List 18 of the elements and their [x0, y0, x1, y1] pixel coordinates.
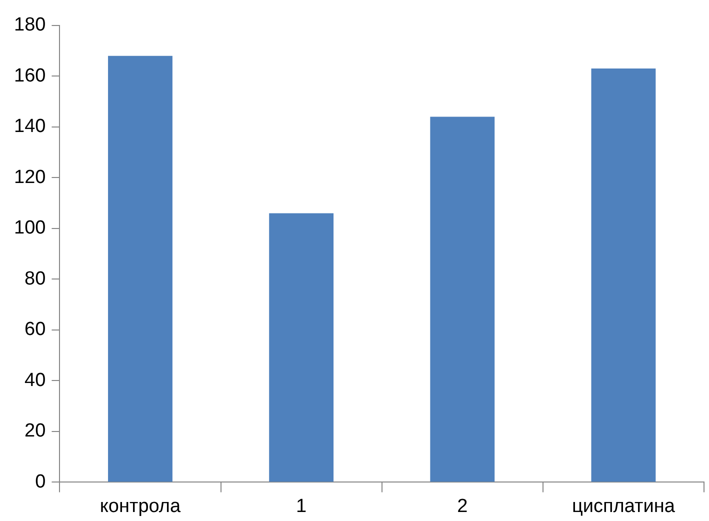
y-tick-label: 80 — [24, 268, 46, 290]
y-tick-label: 60 — [24, 319, 46, 340]
y-tick-label: 180 — [14, 14, 46, 36]
x-tick-label: контрола — [100, 496, 181, 517]
bar — [430, 116, 495, 482]
y-tick-label: 120 — [14, 166, 46, 188]
x-tick-label: 1 — [296, 496, 307, 517]
bar — [269, 213, 334, 482]
y-tick-label: 160 — [14, 65, 46, 86]
x-tick-label: 2 — [457, 496, 468, 517]
x-tick-label: цисплатина — [572, 496, 676, 517]
bar — [108, 56, 172, 482]
y-tick-label: 0 — [35, 471, 46, 492]
bar — [591, 68, 656, 482]
y-tick-label: 140 — [14, 116, 46, 138]
y-tick-label: 100 — [14, 218, 46, 239]
y-tick-label: 20 — [24, 420, 46, 442]
y-tick-label: 40 — [24, 370, 46, 391]
